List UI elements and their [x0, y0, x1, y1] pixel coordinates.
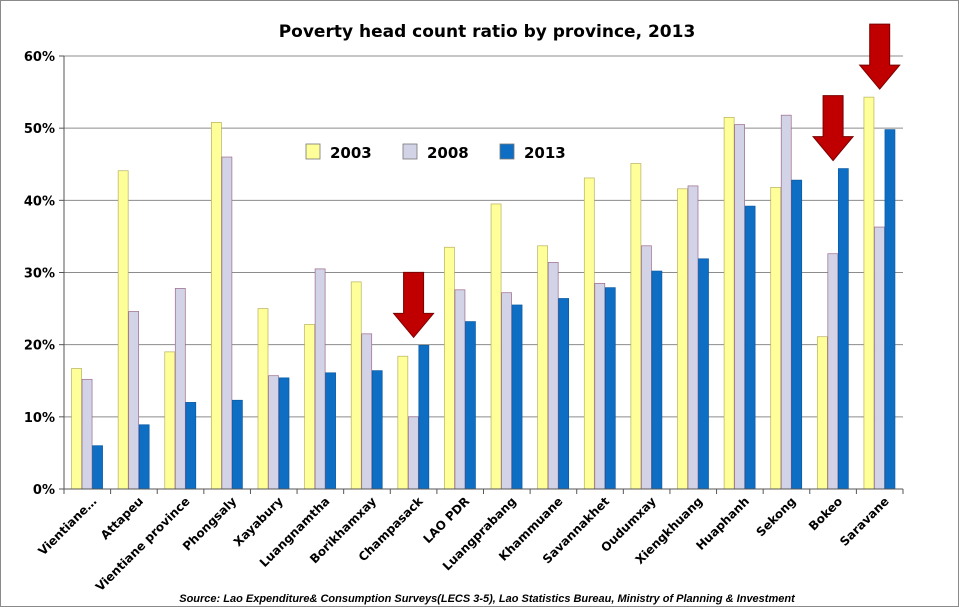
bar-2013-bokeo	[837, 168, 849, 490]
y-tick-label: 30%	[24, 267, 55, 282]
bar-2013-phongsaly	[232, 399, 243, 490]
bar-2003-saravane	[863, 96, 875, 490]
y-tick-label: 0%	[33, 483, 55, 498]
bar-2013-xiengkhuang	[698, 258, 709, 490]
bar-2003-phongsaly	[211, 122, 222, 490]
y-tick-label: 60%	[24, 50, 55, 65]
arrow-bokeo	[812, 95, 855, 162]
bar-2008-khammuane	[547, 262, 559, 490]
bars	[71, 96, 896, 490]
bar-2013-luangnamtha	[325, 372, 336, 490]
legend-label-2003: 2003	[330, 144, 372, 162]
bar-2003-sekong	[770, 186, 782, 490]
bar-2003-xayabury	[257, 308, 269, 490]
bar-2013-huaphanh	[744, 205, 756, 490]
bar-2008-saravane	[874, 226, 885, 490]
bar-2013-attapeu	[138, 424, 150, 490]
bar-2003-oudumxay	[630, 163, 642, 490]
chart-title: Poverty head count ratio by province, 20…	[279, 22, 696, 42]
bar-2013-saravane	[884, 129, 896, 490]
legend-swatch-2003	[305, 143, 321, 160]
y-tick-label: 20%	[24, 339, 55, 354]
legend-swatch-2013	[499, 143, 515, 160]
bar-2008-xayabury	[268, 375, 279, 490]
y-tick-labels: 0% 10% 20% 30% 40% 50% 60%	[24, 50, 55, 498]
bar-2003-borikhamxay	[350, 281, 362, 490]
bar-2008-savannakhet	[594, 282, 606, 490]
bar-2008-borikhamxay	[361, 333, 373, 490]
bar-2008-luangnamtha	[314, 268, 326, 490]
bar-2008-sekong	[780, 114, 792, 490]
legend-label-2008: 2008	[427, 144, 469, 162]
bar-2013-xayabury	[278, 377, 290, 490]
x-tick-label: Vientiane province	[93, 494, 193, 594]
bar-2003-champasack	[397, 355, 409, 490]
legend: 2003 2008 2013	[305, 143, 566, 162]
bar-2008-attapeu	[128, 311, 140, 490]
bar-2003-huaphanh	[723, 116, 735, 490]
bar-2013-champasack	[418, 345, 430, 490]
bar-2003-savannakhet	[583, 177, 595, 490]
bar-2003-vientiane	[71, 368, 82, 490]
bar-2013-oudumxay	[651, 270, 663, 490]
bar-2003-luangnamtha	[304, 324, 315, 490]
x-tick-label: Vientiane…	[35, 494, 99, 558]
bar-2008-lao-pdr	[454, 289, 466, 490]
axes	[59, 55, 904, 494]
x-tick-label: Sekong	[753, 494, 798, 539]
highlight-arrows	[392, 23, 901, 339]
y-tick-label: 10%	[24, 411, 55, 426]
bar-2003-lao-pdr	[444, 246, 455, 490]
legend-swatch-2008	[402, 143, 418, 160]
bar-2013-lao-pdr	[465, 321, 476, 490]
bar-2008-huaphanh	[734, 124, 745, 490]
x-tick-label: Bokeo	[806, 494, 845, 533]
bar-2008-xiengkhuang	[687, 185, 699, 490]
x-tick-label: Attapeu	[98, 494, 146, 542]
y-tick-label: 50%	[24, 122, 55, 137]
bar-2013-khammuane	[558, 298, 570, 490]
bar-2003-bokeo	[816, 336, 828, 490]
legend-label-2013: 2013	[524, 144, 566, 162]
bar-2003-xiengkhuang	[677, 188, 688, 490]
bar-2008-vientiane	[81, 378, 93, 490]
bar-2008-oudumxay	[641, 245, 652, 490]
source-note: Source: Lao Expenditure& Consumption Sur…	[179, 593, 796, 605]
bar-2013-borikhamxay	[371, 370, 383, 490]
bar-2008-luangprabang	[501, 292, 512, 490]
x-tick-label: Saravane	[837, 494, 892, 549]
bar-2003-vientiane-province	[164, 351, 176, 490]
bar-2013-savannakhet	[604, 287, 616, 490]
bar-2008-phongsaly	[221, 156, 233, 490]
bar-2013-luangprabang	[511, 304, 523, 490]
bar-2003-attapeu	[117, 170, 129, 490]
bar-2013-vientiane	[92, 445, 103, 490]
bar-2003-khammuane	[537, 245, 549, 490]
bar-2013-sekong	[791, 179, 803, 490]
arrow-saravane	[858, 23, 901, 90]
gridlines	[64, 55, 903, 489]
y-tick-label: 40%	[24, 194, 55, 209]
bar-2008-bokeo	[827, 253, 839, 490]
bar-2008-vientiane-province	[174, 288, 186, 490]
bar-2003-luangprabang	[490, 203, 502, 490]
bar-2013-vientiane-province	[185, 402, 197, 490]
arrow-champasack	[392, 271, 435, 339]
bar-2008-champasack	[407, 416, 419, 490]
